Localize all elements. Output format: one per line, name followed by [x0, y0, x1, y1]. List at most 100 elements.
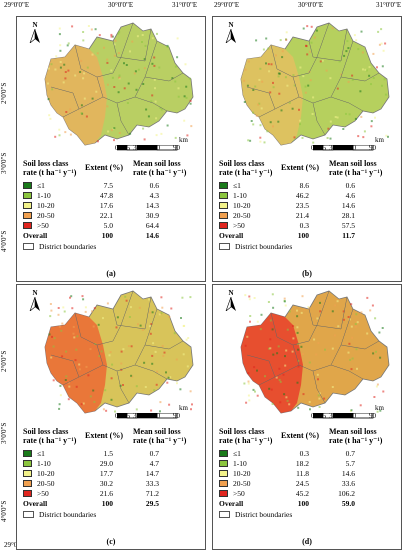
- class-swatch: [23, 192, 32, 199]
- scale-bar: 0 15 30 60 90 km: [311, 404, 393, 424]
- raster-cell: [156, 370, 159, 373]
- raster-cell: [127, 345, 130, 348]
- lat-tick-top-3: 4°0'0"S: [0, 230, 8, 252]
- lat-tick-top-1: 2°0'0"S: [0, 82, 8, 104]
- lon-tick-top-5: 30°0'0"E: [298, 1, 324, 9]
- raster-cell: [57, 307, 60, 309]
- raster-cell: [159, 410, 161, 413]
- raster-cell: [297, 348, 300, 351]
- extent-header: Extent (%): [85, 163, 123, 172]
- raster-cell: [370, 125, 373, 128]
- panel-caption: (b): [302, 269, 312, 278]
- raster-cell: [336, 300, 339, 303]
- raster-cell: [313, 338, 316, 341]
- raster-cell: [59, 66, 62, 69]
- raster-cell: [144, 44, 147, 47]
- raster-cell: [155, 383, 158, 386]
- raster-cell: [336, 116, 339, 119]
- raster-cell: [247, 372, 250, 375]
- district-label: District boundaries: [39, 242, 97, 251]
- lon-tick-top-1: 29°0'0"E: [4, 1, 30, 9]
- raster-cell: [317, 394, 320, 397]
- class-label: 1-10: [37, 191, 51, 200]
- raster-cell: [65, 375, 68, 378]
- mean-value: 4.3: [149, 191, 159, 200]
- raster-cell: [270, 63, 273, 66]
- raster-cell: [246, 335, 249, 338]
- lat-tick-top-2: 3°0'0"S: [0, 152, 8, 174]
- raster-cell: [372, 52, 375, 55]
- raster-cell: [283, 297, 286, 300]
- raster-cell: [127, 82, 130, 85]
- raster-cell: [174, 136, 177, 139]
- raster-cell: [71, 25, 74, 28]
- raster-cell: [67, 381, 70, 384]
- district-swatch: [219, 243, 230, 250]
- raster-cell: [308, 361, 311, 364]
- raster-cell: [308, 307, 311, 310]
- raster-cell: [261, 80, 264, 83]
- raster-cell: [286, 84, 289, 87]
- raster-cell: [126, 102, 129, 104]
- raster-cell: [150, 100, 153, 103]
- raster-cell: [176, 37, 179, 40]
- raster-cell: [272, 81, 274, 84]
- raster-cell: [288, 101, 291, 104]
- raster-cell: [187, 337, 190, 339]
- raster-cell: [118, 132, 121, 134]
- raster-cell: [246, 84, 249, 87]
- raster-cell: [110, 129, 113, 132]
- raster-cell: [92, 325, 95, 328]
- raster-cell: [256, 394, 259, 397]
- raster-cell: [122, 348, 125, 351]
- raster-cell: [158, 313, 161, 316]
- raster-cell: [124, 295, 127, 298]
- mean-value: 14.7: [145, 469, 159, 478]
- extent-header: Extent (%): [281, 431, 319, 440]
- raster-cell: [153, 78, 156, 81]
- class-label: 1-10: [233, 459, 247, 468]
- raster-cell: [59, 61, 62, 63]
- raster-cell: [176, 56, 179, 59]
- mean-value: 106.2: [338, 489, 355, 498]
- raster-cell: [143, 67, 146, 70]
- raster-cell: [299, 123, 301, 126]
- raster-cell: [160, 132, 163, 135]
- raster-cell: [51, 88, 54, 91]
- class-header-2: rate (t ha⁻¹ y⁻¹): [23, 168, 77, 177]
- raster-cell: [316, 317, 319, 320]
- raster-cell: [60, 329, 63, 332]
- scale-bar-graphic: [116, 412, 178, 419]
- raster-cell: [375, 385, 378, 388]
- raster-cell: [374, 116, 376, 119]
- raster-cell: [249, 315, 252, 317]
- north-arrow: N: [29, 289, 41, 313]
- mean-value: 14.3: [145, 201, 159, 210]
- extent-value: 18.2: [295, 459, 309, 468]
- raster-cell: [267, 47, 270, 50]
- raster-cell: [285, 31, 288, 34]
- raster-cell: [58, 407, 61, 410]
- raster-cell: [106, 105, 109, 108]
- raster-cell: [191, 403, 193, 406]
- raster-cell: [348, 342, 351, 345]
- raster-cell: [381, 84, 383, 87]
- raster-cell: [331, 27, 334, 30]
- north-label: N: [228, 21, 234, 29]
- raster-cell: [380, 42, 383, 45]
- class-swatch: [219, 450, 228, 457]
- raster-cell: [259, 124, 262, 127]
- class-swatch: [23, 490, 32, 497]
- raster-cell: [69, 296, 71, 299]
- overall-mean: 14.6: [145, 231, 159, 240]
- class-label: 10-20: [37, 201, 55, 210]
- raster-cell: [326, 137, 329, 139]
- class-swatch: [23, 212, 32, 219]
- raster-cell: [267, 301, 270, 303]
- raster-cell: [360, 30, 363, 33]
- class-label: 1-10: [233, 191, 247, 200]
- overall-mean: 29.5: [145, 499, 159, 508]
- raster-cell: [93, 307, 96, 310]
- scale-tick-30: 30: [329, 144, 336, 152]
- raster-cell: [89, 348, 92, 351]
